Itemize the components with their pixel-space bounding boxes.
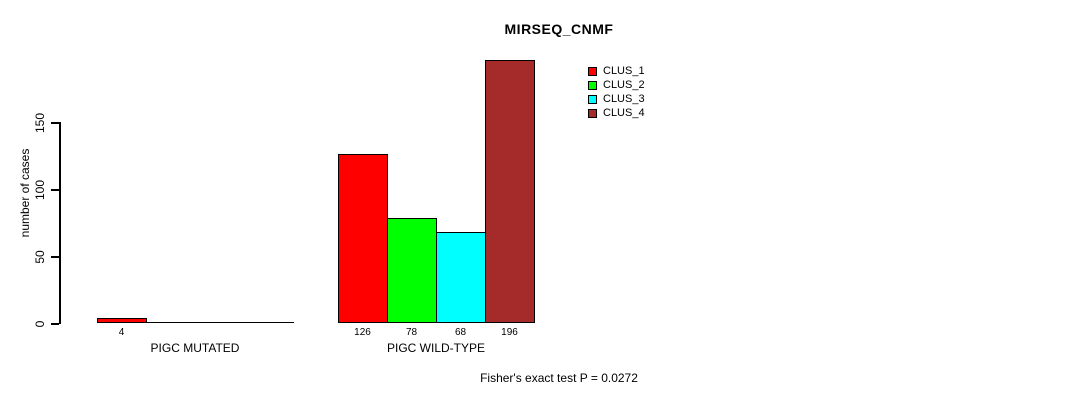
y-tick-label: 50 xyxy=(33,249,47,264)
bar-value-label: 126 xyxy=(354,327,371,338)
bar-value-label: 78 xyxy=(405,327,418,338)
bar-value-label: 196 xyxy=(501,327,518,338)
y-axis-line xyxy=(59,122,61,324)
y-tick xyxy=(51,122,59,124)
x-group-label: PIGC WILD-TYPE xyxy=(386,341,486,355)
legend-label: CLUS_3 xyxy=(603,92,645,105)
y-tick-label: 150 xyxy=(33,112,47,133)
legend-swatch-icon xyxy=(588,108,597,118)
y-tick xyxy=(51,323,59,325)
legend: CLUS_1 CLUS_2 CLUS_3 CLUS_4 xyxy=(588,64,645,120)
legend-item-clus_3: CLUS_3 xyxy=(588,92,645,106)
bar-clus_2-group2 xyxy=(387,218,437,323)
stat-annotation: Fisher's exact test P = 0.0272 xyxy=(480,371,638,385)
legend-item-clus_1: CLUS_1 xyxy=(588,64,645,78)
legend-item-clus_4: CLUS_4 xyxy=(588,106,645,120)
bar-clus_1-group1 xyxy=(97,317,147,323)
y-tick xyxy=(51,189,59,191)
bar-clus_2-group1 xyxy=(146,322,196,323)
bar-clus_3-group2 xyxy=(436,231,486,323)
y-tick xyxy=(51,256,59,258)
bar-value-label: 68 xyxy=(454,327,467,338)
legend-swatch-icon xyxy=(588,94,597,104)
bar-clus_4-group1 xyxy=(244,322,294,323)
bar-clus_1-group2 xyxy=(338,154,388,323)
x-group-label: PIGC MUTATED xyxy=(150,341,240,355)
legend-swatch-icon xyxy=(588,66,597,76)
legend-label: CLUS_1 xyxy=(603,64,645,77)
legend-swatch-icon xyxy=(588,80,597,90)
y-axis-label: number of cases xyxy=(18,148,32,238)
bar-value-label: 4 xyxy=(118,327,125,338)
chart-title: MIRSEQ_CNMF xyxy=(504,21,614,37)
bar-clus_3-group1 xyxy=(195,322,245,323)
legend-item-clus_2: CLUS_2 xyxy=(588,78,645,92)
y-tick-label: 100 xyxy=(33,179,47,200)
y-tick-label: 0 xyxy=(33,320,47,327)
legend-label: CLUS_4 xyxy=(603,106,645,119)
legend-label: CLUS_2 xyxy=(603,78,645,91)
bar-clus_4-group2 xyxy=(485,60,535,323)
